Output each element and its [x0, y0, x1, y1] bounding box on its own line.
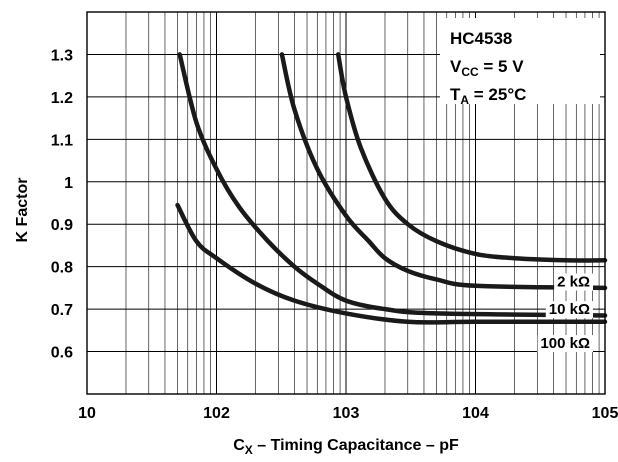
x-tick-label: 102 — [203, 405, 230, 422]
y-tick-label: 1.1 — [51, 132, 73, 149]
curve-unlabeled — [175, 202, 608, 325]
curve-label-2k: 2 kΩ — [557, 274, 590, 291]
y-axis-title: K Factor — [14, 178, 31, 243]
annotation-ambient-temperature: TA = 25°C — [450, 85, 526, 107]
x-tick-label: 103 — [333, 405, 360, 422]
x-tick-labels: 10 102 103 104 105 — [78, 405, 618, 422]
x-tick-label: 105 — [592, 405, 618, 422]
x-axis-title: CX – Timing Capacitance – pF — [233, 437, 459, 457]
curves — [175, 52, 608, 325]
annotation-box — [440, 18, 600, 104]
y-tick-label: 0.9 — [51, 217, 73, 234]
curve-label-bg — [545, 301, 593, 319]
curve-2k — [335, 52, 608, 263]
y-tick-label: 0.6 — [51, 345, 73, 362]
y-tick-labels: 0.6 0.7 0.8 0.9 1 1.1 1.2 1.3 — [51, 47, 73, 361]
y-tick-label: 1 — [64, 175, 73, 192]
curve-labels: 2 kΩ 10 kΩ 100 kΩ — [537, 273, 593, 353]
annotation-supply-voltage: VCC = 5 V — [450, 57, 524, 79]
y-tick-label: 1.2 — [51, 90, 73, 107]
x-tick-label: 104 — [462, 405, 489, 422]
curve-label-100k: 100 kΩ — [540, 335, 590, 352]
y-tick-label: 1.3 — [51, 47, 73, 64]
y-tick-label: 0.7 — [51, 302, 73, 319]
x-tick-label: 10 — [78, 405, 96, 422]
curve-10k — [279, 52, 608, 291]
curve-label-bg — [554, 273, 593, 291]
y-tick-label: 0.8 — [51, 260, 73, 277]
plot-frame — [86, 11, 606, 395]
curve-label-bg — [537, 335, 593, 353]
annotation-part-number: HC4538 — [450, 29, 512, 48]
curve-label-10k: 10 kΩ — [549, 301, 590, 318]
curve-100k — [177, 52, 608, 318]
